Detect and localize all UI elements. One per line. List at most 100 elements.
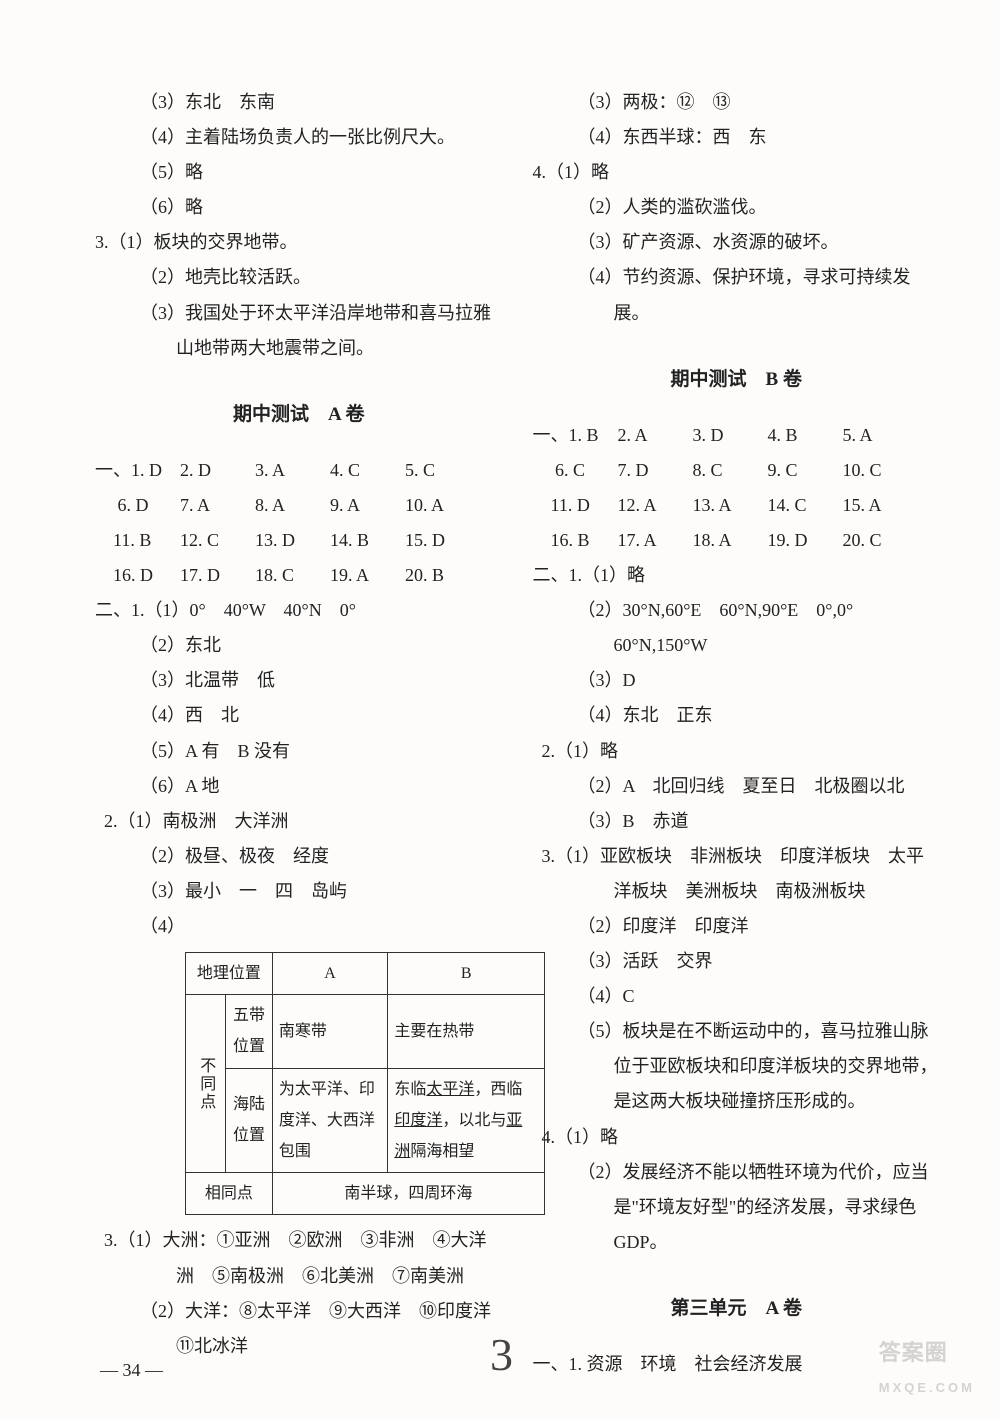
mc-answer: 20. B [405, 558, 480, 593]
answer-line: （3）我国处于环太平洋沿岸地带和喜马拉雅山地带两大地震带之间。 [95, 296, 503, 366]
mc-answer: 6. C [533, 453, 618, 488]
mc-answer: 15. D [405, 523, 480, 558]
answer-line: （4）主着陆场负责人的一张比例尺大。 [95, 120, 503, 155]
answer-line: （2）人类的滥砍滥伐。 [533, 190, 941, 225]
mc-answer: 7. D [618, 453, 693, 488]
answer-line: 4.（1）略 [533, 1120, 941, 1155]
answer-line: （2）印度洋 印度洋 [533, 909, 941, 944]
mc-answer: 16. D [95, 558, 180, 593]
handwritten-mark: 3 [490, 1310, 513, 1400]
mc-answer: 5. C [405, 453, 480, 488]
mc-answer: 2. D [180, 453, 255, 488]
mc-answer: 4. C [330, 453, 405, 488]
table-cell: 主要在热带 [388, 995, 545, 1068]
answer-line: （2）发展经济不能以牺牲环境为代价，应当是"环境友好型"的经济发展，寻求绿色GD… [533, 1155, 941, 1260]
mc-answer: 4. B [768, 418, 843, 453]
answer-line: （4）节约资源、保护环境，寻求可持续发展。 [533, 260, 941, 330]
answer-line: 4.（1）略 [533, 155, 941, 190]
answer-line: （3）矿产资源、水资源的破坏。 [533, 225, 941, 260]
mc-answer: 18. C [255, 558, 330, 593]
mc-answer: 16. B [533, 523, 618, 558]
answer-line: （3）活跃 交界 [533, 944, 941, 979]
answer-line: （4）C [533, 979, 941, 1014]
page-number: — 34 — [100, 1353, 163, 1388]
mc-answer: 5. A [843, 418, 918, 453]
answer-line: （3）最小 一 四 岛屿 [95, 874, 503, 909]
answer-line: （2）地壳比较活跃。 [95, 260, 503, 295]
mc-answer: 17. D [180, 558, 255, 593]
answer-line: （4） [95, 909, 503, 944]
answer-line: （6）略 [95, 190, 503, 225]
mc-answer: 7. A [180, 488, 255, 523]
mc-answer: 2. A [618, 418, 693, 453]
mc-answer: 19. A [330, 558, 405, 593]
answer-line: 二、1.（1）0° 40°W 40°N 0° [95, 593, 503, 628]
mc-answer: 一、1. D [95, 453, 180, 488]
left-column: （3）东北 东南 （4）主着陆场负责人的一张比例尺大。 （5）略 （6）略 3.… [95, 85, 503, 1382]
mc-answer: 3. A [255, 453, 330, 488]
mc-answer: 18. A [693, 523, 768, 558]
answer-line: （4）东北 正东 [533, 698, 941, 733]
right-column: （3）两极：⑫ ⑬ （4）东西半球：西 东 4.（1）略 （2）人类的滥砍滥伐。… [533, 85, 941, 1382]
mc-answer: 11. B [95, 523, 180, 558]
comparison-table: 地理位置 A B 不同点 五带位置 南寒带 主要在热带 海陆位置 为太平洋、印度… [185, 952, 545, 1215]
table-cell: 五带位置 [226, 995, 273, 1068]
table-cell: 海陆位置 [226, 1068, 273, 1173]
mc-answer: 10. C [843, 453, 918, 488]
answer-line: （2）A 北回归线 夏至日 北极圈以北 [533, 769, 941, 804]
table-header: 地理位置 [186, 953, 273, 995]
mc-answer: 14. B [330, 523, 405, 558]
answer-line: 2.（1）南极洲 大洋洲 [95, 804, 503, 839]
answer-line: （2）30°N,60°E 60°N,90°E 0°,0° 60°N,150°W [533, 593, 941, 663]
mc-answer-row: 6. C 7. D 8. C 9. C 10. C [533, 453, 941, 488]
mc-answer: 3. D [693, 418, 768, 453]
mc-answer-row: 11. B 12. C 13. D 14. B 15. D [95, 523, 503, 558]
watermark-text: 答案圈 [879, 1340, 948, 1365]
mc-answer: 11. D [533, 488, 618, 523]
answer-line: 3.（1）板块的交界地带。 [95, 225, 503, 260]
mc-answer-row: 11. D 12. A 13. A 14. C 15. A [533, 488, 941, 523]
mc-answer-row: 16. B 17. A 18. A 19. D 20. C [533, 523, 941, 558]
answer-line: （3）B 赤道 [533, 804, 941, 839]
mc-answer-row: 6. D 7. A 8. A 9. A 10. A [95, 488, 503, 523]
table-header: A [272, 953, 388, 995]
table-header-row: 地理位置 A B [186, 953, 545, 995]
answer-line: 3.（1）大洲：①亚洲 ②欧洲 ③非洲 ④大洋洲 ⑤南极洲 ⑥北美洲 ⑦南美洲 [95, 1223, 503, 1293]
mc-answer: 10. A [405, 488, 480, 523]
mc-answer: 15. A [843, 488, 918, 523]
table-cell: 东临太平洋，西临印度洋，以北与亚洲隔海相望 [388, 1068, 545, 1173]
watermark: 答案圈 MXQE.COM [879, 1332, 975, 1400]
table-cell: 相同点 [186, 1173, 273, 1215]
table-cell: 南半球，四周环海 [272, 1173, 544, 1215]
watermark-url: MXQE.COM [879, 1375, 975, 1400]
answer-line: 3.（1）亚欧板块 非洲板块 印度洋板块 太平洋板块 美洲板块 南极洲板块 [533, 839, 941, 909]
answer-line: （3）北温带 低 [95, 663, 503, 698]
mc-answer: 17. A [618, 523, 693, 558]
table-cell: 为太平洋、印度洋、大西洋包围 [272, 1068, 388, 1173]
answer-line: （5）板块是在不断运动中的，喜马拉雅山脉位于亚欧板块和印度洋板块的交界地带，是这… [533, 1014, 941, 1119]
answer-line: 2.（1）略 [533, 734, 941, 769]
mc-answer: 12. C [180, 523, 255, 558]
section-title-midterm-b: 期中测试 B 卷 [533, 361, 941, 398]
answer-line: （5）略 [95, 155, 503, 190]
mc-answer: 13. A [693, 488, 768, 523]
mc-answer: 12. A [618, 488, 693, 523]
table-row: 不同点 五带位置 南寒带 主要在热带 [186, 995, 545, 1068]
mc-answer: 14. C [768, 488, 843, 523]
table-row: 相同点 南半球，四周环海 [186, 1173, 545, 1215]
mc-answer: 13. D [255, 523, 330, 558]
mc-answer-row: 一、1. D 2. D 3. A 4. C 5. C [95, 453, 503, 488]
answer-line: （4）东西半球：西 东 [533, 120, 941, 155]
mc-answer-row: 一、1. B 2. A 3. D 4. B 5. A [533, 418, 941, 453]
mc-answer: 8. C [693, 453, 768, 488]
mc-answer: 9. C [768, 453, 843, 488]
mc-answer: 9. A [330, 488, 405, 523]
answer-line: （2）东北 [95, 628, 503, 663]
answer-line: （3）东北 东南 [95, 85, 503, 120]
mc-answer-row: 16. D 17. D 18. C 19. A 20. B [95, 558, 503, 593]
section-title-unit3-a: 第三单元 A 卷 [533, 1290, 941, 1327]
answer-line: （3）D [533, 663, 941, 698]
answer-line: （2）极昼、极夜 经度 [95, 839, 503, 874]
mc-answer: 20. C [843, 523, 918, 558]
answer-line: （6）A 地 [95, 769, 503, 804]
